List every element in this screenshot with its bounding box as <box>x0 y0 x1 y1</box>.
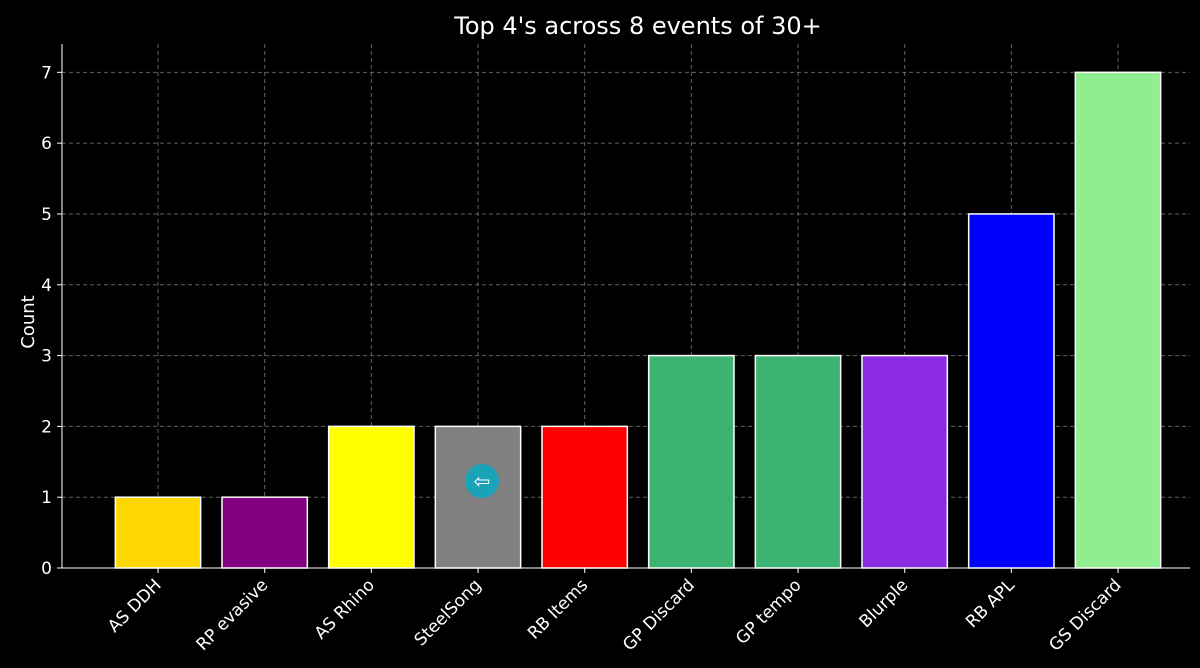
bar-gs-discard <box>1074 71 1162 569</box>
back-arrow-glyph: ⇦ <box>473 469 491 493</box>
bar-as-rhino <box>327 425 415 569</box>
y-tick-label: 4 <box>41 276 52 296</box>
y-tick-label: 6 <box>41 134 52 154</box>
bar-blurple <box>861 354 949 569</box>
y-tick-label: 3 <box>41 347 52 367</box>
y-tick-label: 1 <box>41 488 52 508</box>
y-tick-label: 5 <box>41 205 52 225</box>
y-tick-label: 2 <box>41 417 52 437</box>
y-tick-label: 0 <box>41 559 52 579</box>
bars <box>114 71 1162 569</box>
chart-title: Top 4's across 8 events of 30+ <box>453 12 822 40</box>
bar-rp-evasive <box>221 496 309 569</box>
bar-rb-items <box>541 425 629 569</box>
y-axis-label: Count <box>18 295 39 348</box>
bar-gp-tempo <box>754 354 842 569</box>
bar-gp-discard <box>647 354 735 569</box>
bar-rb-apl <box>967 213 1055 569</box>
bar-as-ddh <box>114 496 202 569</box>
y-tick-label: 7 <box>41 63 52 83</box>
y-axis-ticks: 0 1 2 3 4 5 6 7 <box>41 63 62 579</box>
back-arrow-icon[interactable]: ⇦ <box>465 464 499 498</box>
